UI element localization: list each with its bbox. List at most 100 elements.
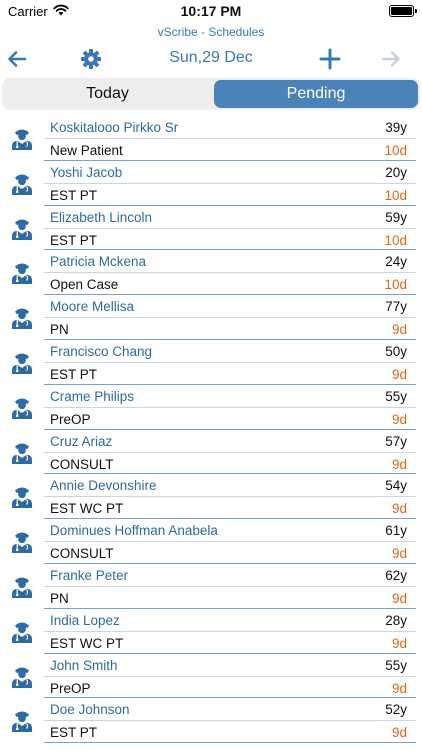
doctor-avatar-icon [12,622,32,643]
visit-type: PN [50,590,69,606]
row-divider [44,361,416,363]
patient-row[interactable]: Moore Mellisa 77y PN 9d [0,295,422,340]
patient-row[interactable]: Dominues Hoffman Anabela 61y CONSULT 9d [0,519,422,564]
visit-type: PreOP [50,411,91,427]
visit-type: Open Case [50,277,119,293]
row-divider [44,227,416,229]
row-separator [44,518,416,520]
patient-age: 24y [385,254,407,270]
row-separator [44,697,416,699]
row-separator [44,473,416,475]
visit-type: CONSULT [50,456,114,472]
pending-days: 10d [384,232,407,248]
tab-pending[interactable]: Pending [214,80,418,108]
visit-type: CONSULT [50,546,114,562]
patient-row[interactable]: Patricia Mckena 24y Open Case 10d [0,250,422,296]
patient-name: Annie Devonshire [50,478,157,494]
visit-type: PreOP [50,680,91,696]
patient-row[interactable]: John Smith 55y PreOP 9d [0,654,422,699]
patient-name: John Smith [50,657,118,673]
patient-age: 28y [385,612,407,628]
pending-days: 9d [391,680,407,696]
patient-name: Dominues Hoffman Anabela [50,523,218,539]
visit-type: EST WC PT [50,635,124,651]
pending-days: 10d [384,277,407,293]
plus-icon [319,48,341,70]
battery-icon [389,5,417,17]
patient-age: 20y [385,164,407,180]
patient-row[interactable]: Elizabeth Lincoln 59y EST PT 10d [0,206,422,251]
pending-days: 9d [391,546,407,562]
pending-days: 10d [384,187,407,203]
row-divider [44,496,416,498]
row-divider [44,585,416,587]
row-separator [44,204,416,206]
patient-row[interactable]: Franke Peter 62y PN 9d [0,564,422,609]
visit-type: PN [50,322,69,338]
doctor-avatar-icon [12,532,32,554]
row-separator [44,607,416,609]
row-separator [44,652,416,654]
doctor-avatar-icon [12,443,32,464]
patient-age: 55y [385,657,407,673]
patient-age: 50y [385,343,407,359]
row-divider [44,720,416,722]
settings-button[interactable] [78,46,104,72]
patient-name: Franke Peter [50,567,129,583]
patient-name: Koskitalooo Pirkko Sr [50,120,179,135]
patient-row[interactable]: Cruz Ariaz 57y CONSULT 9d [0,430,422,475]
patient-name: Cruz Ariaz [50,433,113,449]
patient-name: Patricia Mckena [50,254,147,270]
patient-row[interactable]: Yoshi Jacob 20y EST PT 10d [0,161,422,206]
patient-age: 57y [385,433,407,449]
patient-name: Moore Mellisa [50,299,135,315]
patient-name: Elizabeth Lincoln [50,209,153,225]
patient-name: Yoshi Jacob [50,164,123,180]
visit-type: New Patient [50,143,123,158]
row-separator [44,159,416,161]
visit-type: EST WC PT [50,501,124,517]
row-divider [44,406,416,408]
patient-name: India Lopez [50,612,120,628]
doctor-avatar-icon [12,353,32,374]
patient-name: Francisco Chang [50,343,153,359]
app-title: vScribe - Schedules [157,25,265,39]
pending-days: 9d [391,725,407,741]
patient-row[interactable]: Doe Johnson 52y EST PT 9d [0,698,422,744]
patient-age: 39y [385,120,407,135]
patient-age: 61y [385,523,407,539]
tab-today[interactable]: Today [86,85,129,102]
nav-bar: Sun,29 Dec [0,42,422,76]
row-divider [44,317,416,319]
pending-days: 9d [391,411,407,427]
patient-row[interactable]: Koskitalooo Pirkko Sr 39y New Patient 10… [0,116,422,161]
add-button[interactable] [317,46,343,72]
patient-row[interactable]: Annie Devonshire 54y EST WC PT 9d [0,474,422,520]
row-separator [44,562,416,564]
schedule-tabs: Today Pending [2,78,420,110]
patient-row[interactable]: Francisco Chang 50y EST PT 9d [0,340,422,385]
forward-button[interactable] [378,46,404,72]
patient-row[interactable]: Crame Philips 55y PreOP 9d [0,385,422,430]
visit-type: EST PT [50,725,98,741]
row-separator [44,428,416,430]
row-separator [44,338,416,340]
row-separator [44,294,416,296]
row-divider [44,675,416,677]
doctor-avatar-icon [12,263,32,285]
patient-row[interactable]: India Lopez 28y EST WC PT 9d [0,609,422,654]
doctor-avatar-icon [12,487,32,509]
doctor-avatar-icon [12,398,32,419]
gear-icon [81,49,101,69]
schedule-date: Sun,29 Dec [169,49,253,66]
pending-days: 9d [391,456,407,472]
pending-days: 10d [384,143,407,158]
doctor-avatar-icon [12,577,32,598]
arrow-right-icon [381,51,400,67]
visit-type: EST PT [50,187,98,203]
status-time: 10:17 PM [180,3,242,19]
back-button[interactable] [4,46,30,72]
doctor-avatar-icon [12,129,32,150]
pending-days: 9d [391,501,407,517]
status-bar: Carrier 10:17 PM [0,0,422,24]
